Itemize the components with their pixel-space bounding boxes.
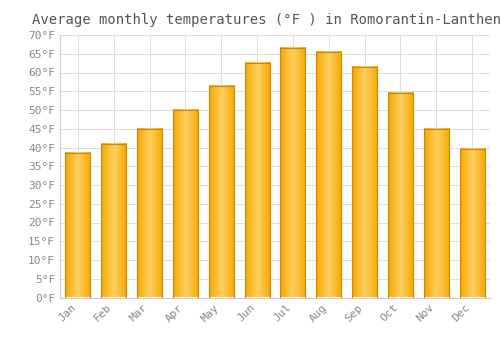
Title: Average monthly temperatures (°F ) in Romorantin-Lanthenay: Average monthly temperatures (°F ) in Ro… bbox=[32, 13, 500, 27]
Bar bbox=[137, 129, 162, 298]
Bar bbox=[460, 149, 484, 298]
Bar bbox=[244, 63, 270, 298]
Bar bbox=[66, 153, 90, 298]
Bar bbox=[280, 48, 305, 298]
Bar bbox=[352, 67, 377, 298]
Bar bbox=[388, 93, 413, 298]
Bar bbox=[101, 144, 126, 298]
Bar bbox=[208, 86, 234, 298]
Bar bbox=[316, 52, 342, 298]
Bar bbox=[424, 129, 449, 298]
Bar bbox=[173, 110, 198, 298]
